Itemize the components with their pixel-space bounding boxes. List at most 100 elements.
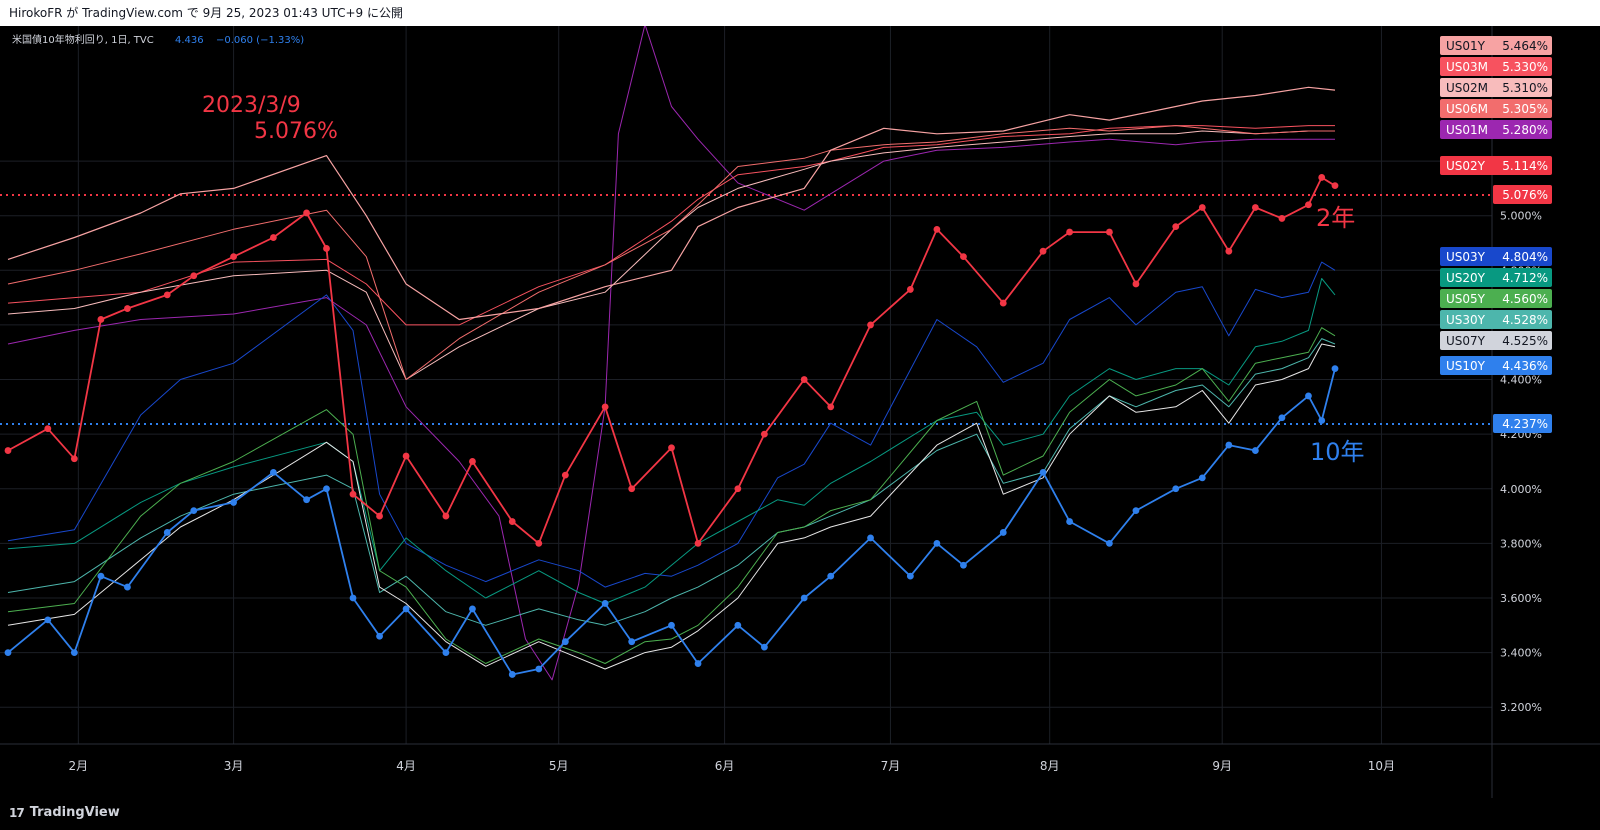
point-us10y [230, 499, 237, 506]
price-tag-value: 5.305% [1502, 102, 1548, 116]
x-tick-label: 8月 [1040, 759, 1060, 773]
point-us10y [44, 616, 52, 624]
point-us10y [1318, 417, 1326, 424]
series-line-us10y [7, 368, 1336, 676]
point-us02y [1172, 223, 1180, 231]
point-us10y [4, 649, 12, 657]
point-us02y [1106, 228, 1113, 236]
point-us10y [70, 649, 78, 657]
point-us10y [124, 583, 131, 591]
price-tag-us10y: US10Y 4.436% [1440, 356, 1552, 375]
y-tick-label: 5.000% [1500, 210, 1542, 223]
reference-lines [0, 193, 1492, 426]
point-us02y [97, 316, 105, 323]
x-axis-ticks: 2月 3月 4月 5月 6月 7月 8月 9月 10月 [69, 759, 1396, 773]
x-tick-label: 2月 [69, 759, 89, 773]
y-axis-ticks: 5.200%5.000%4.800%4.600%4.400%4.200%4.00… [1500, 155, 1542, 714]
point-us10y [508, 671, 516, 678]
price-tag-us20y: US20Y 4.712% [1440, 268, 1552, 287]
point-us10y [960, 561, 967, 569]
price-tag-name: US07Y [1446, 334, 1486, 348]
point-us02y [270, 234, 277, 241]
y-tick-label: 4.000% [1500, 483, 1542, 496]
point-us02y [70, 455, 78, 463]
publish-header: HirokoFR が TradingView.com で 9月 25, 2023… [0, 0, 1600, 26]
price-tag-name: US01Y [1446, 39, 1486, 53]
point-us02y [323, 245, 330, 252]
point-us10y [1066, 518, 1073, 525]
point-us02y [124, 305, 131, 312]
price-tag-name: US06M [1446, 102, 1488, 116]
price-tag-name: US01M [1446, 123, 1488, 137]
price-tag-us02y: US02Y 5.114% [1440, 156, 1552, 175]
point-us10y [800, 594, 808, 602]
point-us02y [668, 444, 675, 452]
price-tag-name: US20Y [1446, 271, 1486, 285]
point-us10y [601, 600, 609, 607]
point-us10y [376, 632, 383, 640]
series-markers [4, 174, 1339, 678]
point-us02y [1066, 228, 1073, 236]
point-us02y [1039, 247, 1047, 255]
series-line-us03m [7, 125, 1335, 326]
tradingview-logo-icon: 17 [9, 805, 25, 820]
point-us02y [760, 430, 768, 438]
point-us02y [628, 485, 636, 493]
point-us02y [163, 291, 171, 299]
point-us02y [349, 490, 357, 498]
price-tag-value: 4.528% [1502, 313, 1548, 327]
point-us10y [323, 485, 330, 493]
series-line-us02m [7, 130, 1335, 380]
price-tag-name: US05Y [1446, 292, 1486, 306]
point-us10y [1132, 507, 1140, 515]
point-us02y [1318, 174, 1326, 181]
legend-change: −0.060 (−1.33%) [216, 35, 304, 46]
point-us10y [1305, 392, 1312, 400]
point-us02y [800, 376, 808, 383]
point-us02y [999, 299, 1007, 307]
point-us02y [535, 539, 543, 547]
point-us02y [734, 485, 742, 493]
point-us02y [827, 403, 835, 411]
series-line-us03y [7, 261, 1336, 588]
point-us10y [561, 638, 569, 646]
point-us10y [1106, 539, 1113, 547]
label-10y: 10年 [1310, 438, 1365, 466]
series-line-us06m [7, 125, 1335, 380]
point-us10y [867, 534, 874, 542]
point-us10y [1039, 468, 1047, 476]
point-us10y [933, 539, 941, 547]
series-line-us30y [7, 338, 1336, 626]
point-us02y [906, 286, 914, 293]
price-tag-us07y: US07Y 4.525% [1440, 331, 1552, 350]
series-line-us07y [7, 343, 1336, 670]
point-us10y [1251, 447, 1259, 454]
price-tag-value: 4.525% [1502, 334, 1548, 348]
y-tick-label: 4.400% [1500, 374, 1542, 387]
point-us02y [601, 403, 609, 411]
price-tag-value: 5.114% [1502, 159, 1548, 173]
price-tag-value: 5.310% [1502, 81, 1548, 95]
point-us02y [44, 425, 52, 433]
point-us10y [1331, 365, 1339, 373]
label-2y: 2年 [1316, 204, 1355, 232]
x-tick-label: 4月 [396, 759, 416, 773]
price-tag-us03m: US03M 5.330% [1440, 57, 1552, 76]
tradingview-logo[interactable]: 17 TradingView [9, 805, 120, 820]
price-tag-name: US02Y [1446, 159, 1486, 173]
price-tag-name: US02M [1446, 81, 1488, 95]
point-us10y [906, 572, 914, 580]
point-us10y [303, 496, 310, 504]
annotation-value: 5.076% [254, 119, 338, 144]
point-us02y [303, 209, 310, 217]
yield-chart: 5.200%5.000%4.800%4.600%4.400%4.200%4.00… [0, 26, 1600, 798]
series-line-us01y [7, 86, 1336, 321]
point-us10y [734, 621, 742, 629]
x-tick-label: 6月 [715, 759, 735, 773]
y-tick-label: 3.400% [1500, 647, 1542, 660]
point-us10y [628, 638, 636, 646]
point-us10y [1225, 441, 1233, 449]
price-tag-name: US30Y [1446, 313, 1486, 327]
point-us02y [1225, 247, 1233, 255]
point-us02y [190, 272, 198, 280]
